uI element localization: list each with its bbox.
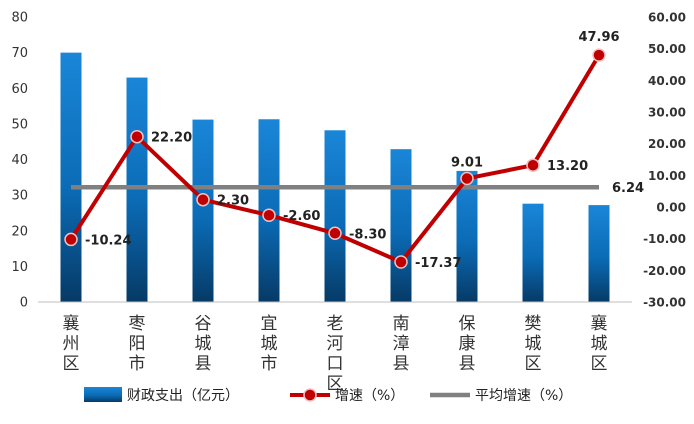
growth-marker — [526, 158, 540, 172]
growth-data-label: 22.20 — [151, 131, 192, 146]
growth-marker — [196, 192, 210, 207]
x-tick-label-char: 谷 — [195, 314, 212, 334]
x-tick-label-char: 区 — [327, 374, 344, 394]
x-tick-label: 樊城区 — [525, 314, 542, 374]
x-tick-label-char: 县 — [459, 354, 476, 374]
y-right-tick-label: 10.00 — [648, 169, 686, 183]
x-tick-label: 襄城区 — [591, 313, 608, 374]
x-tick-label-char: 区 — [525, 354, 542, 374]
y-left-tick-label: 70 — [11, 46, 28, 61]
x-tick-label: 谷城县 — [195, 314, 212, 374]
bar — [192, 119, 214, 302]
x-tick-label: 襄州区 — [63, 313, 80, 374]
legend-average-label: 平均增速（%） — [475, 388, 572, 404]
y-right-tick-label: -30.00 — [643, 296, 686, 310]
bar — [390, 149, 412, 302]
y-right-tick-label: -10.00 — [643, 232, 686, 246]
bar — [588, 205, 610, 302]
x-tick-label-char: 枣 — [129, 314, 146, 334]
x-tick-label: 老河口区 — [327, 314, 344, 394]
legend-bar-swatch — [84, 387, 122, 402]
growth-data-label: 2.30 — [217, 194, 249, 209]
x-tick-label-char: 襄 — [63, 313, 80, 334]
x-tick-label-char: 樊 — [525, 314, 542, 334]
legend: 财政支出（亿元） 增速（%） 平均增速（%） — [84, 387, 572, 404]
x-tick-label-char: 城 — [591, 334, 608, 354]
legend-growth-marker — [303, 388, 317, 402]
growth-marker — [64, 232, 78, 247]
y-left-tick-label: 10 — [11, 260, 28, 275]
y-right-tick-label: -20.00 — [643, 264, 686, 278]
bar — [60, 52, 82, 302]
x-tick-label-char: 宜 — [261, 314, 278, 334]
average-growth-label: 6.24 — [612, 181, 644, 196]
x-tick-label-char: 口 — [327, 354, 344, 374]
y-right-tick-label: 30.00 — [648, 106, 686, 120]
y-left-tick-label: 50 — [11, 117, 28, 132]
x-tick-label-char: 老 — [327, 314, 344, 334]
legend-bar-label: 财政支出（亿元） — [127, 388, 239, 404]
x-tick-label: 保康县 — [459, 314, 476, 374]
growth-data-label: -10.24 — [85, 233, 132, 248]
x-tick-label-char: 州 — [63, 334, 80, 354]
y-right-tick-label: 20.00 — [648, 137, 686, 151]
x-tick-label-char: 河 — [327, 334, 344, 354]
x-tick-label-char: 康 — [459, 334, 476, 354]
legend-growth-label: 增速（%） — [335, 388, 404, 404]
growth-data-label: -17.37 — [415, 256, 462, 271]
growth-data-label: 47.96 — [578, 30, 619, 45]
x-tick-label-char: 城 — [525, 334, 542, 354]
growth-marker — [394, 255, 408, 269]
y-left-tick-label: 80 — [11, 11, 28, 26]
bar — [324, 130, 346, 302]
y-left-tick-label: 0 — [20, 296, 28, 311]
y-right-tick-label: 50.00 — [648, 42, 686, 56]
x-tick-label-char: 城 — [261, 334, 278, 354]
x-tick-label-char: 襄 — [591, 313, 608, 334]
y-right-tick-label: 40.00 — [648, 74, 686, 88]
growth-data-label: 13.20 — [547, 159, 588, 174]
x-tick-label-char: 保 — [459, 314, 476, 334]
x-tick-label-char: 漳 — [393, 334, 410, 354]
growth-marker — [262, 208, 276, 222]
x-tick-label-char: 县 — [393, 354, 410, 374]
y-left-tick-label: 30 — [11, 189, 28, 204]
y-left-tick-label: 20 — [11, 224, 28, 239]
x-tick-label-char: 市 — [261, 354, 278, 374]
x-tick-label-char: 城 — [195, 334, 212, 354]
x-tick-label: 南漳县 — [393, 314, 410, 374]
y-right-tick-label: 60.00 — [648, 11, 686, 25]
y-right-tick-label: 0.00 — [656, 201, 686, 215]
y-left-tick-label: 40 — [11, 153, 28, 168]
x-tick-label: 枣阳市 — [129, 314, 146, 374]
y-left-tick-label: 60 — [11, 82, 28, 97]
bar — [522, 203, 544, 302]
growth-marker — [460, 171, 474, 186]
growth-marker — [328, 226, 342, 241]
x-tick-label-char: 阳 — [129, 334, 146, 354]
x-tick-label-char: 南 — [393, 314, 410, 334]
x-tick-label-char: 区 — [63, 354, 80, 374]
bar — [126, 77, 148, 302]
x-tick-label-char: 市 — [129, 354, 146, 374]
growth-marker — [130, 129, 144, 144]
growth-data-label: -8.30 — [349, 227, 386, 242]
growth-data-label: -2.60 — [283, 209, 320, 224]
x-tick-label: 宜城市 — [261, 314, 278, 374]
bar — [456, 170, 478, 302]
x-tick-label-char: 县 — [195, 354, 212, 374]
growth-data-label: 9.01 — [451, 155, 483, 170]
growth-marker — [592, 48, 606, 62]
x-tick-label-char: 区 — [591, 354, 608, 374]
